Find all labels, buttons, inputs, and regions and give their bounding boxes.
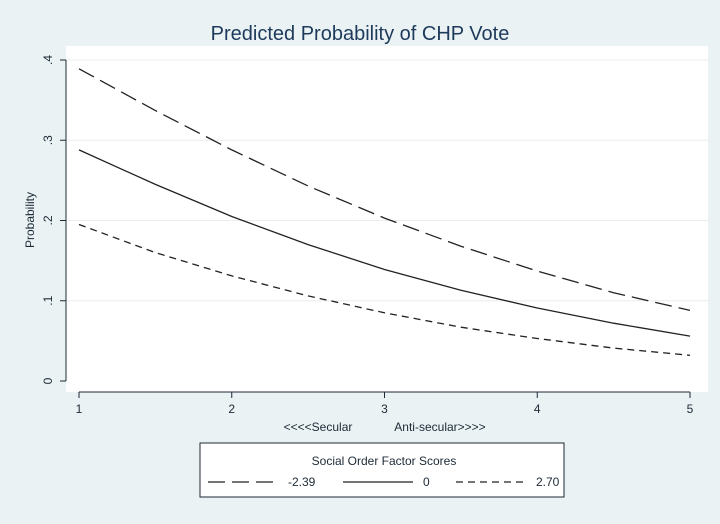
legend-label: 0: [423, 475, 430, 489]
chart-title: Predicted Probability of CHP Vote: [211, 23, 510, 45]
series-lines: [78, 68, 691, 356]
legend-box: [199, 442, 565, 498]
legend-title: Social Order Factor Scores: [312, 454, 457, 468]
series-line: [78, 149, 691, 337]
x-ticks: 1 2 3 4 5: [76, 392, 694, 416]
y-ticks: 0 .1 .2 .3 .4: [41, 55, 66, 384]
series-line: [78, 68, 691, 312]
y-tick-label: .1: [41, 295, 55, 305]
x-axis-label-left: <<<<Secular: [284, 420, 353, 434]
x-tick-label: 1: [76, 402, 83, 416]
y-tick-label: 0: [41, 377, 55, 384]
x-tick-label: 3: [381, 402, 388, 416]
legend-label: -2.39: [288, 475, 316, 489]
y-tick-label: .4: [41, 55, 55, 65]
grid: [66, 59, 708, 302]
legend: Social Order Factor Scores -2.39 0 2.70: [199, 442, 565, 498]
x-tick-label: 2: [228, 402, 235, 416]
y-axis-label: Probability: [23, 192, 37, 248]
series-line: [78, 223, 691, 356]
y-tick-label: .2: [41, 215, 55, 225]
x-axis-label-right: Anti-secular>>>>: [394, 420, 485, 434]
legend-label: 2.70: [536, 475, 560, 489]
legend-entries: -2.39 0 2.70: [208, 475, 560, 489]
x-tick-label: 5: [687, 402, 694, 416]
x-tick-label: 4: [534, 402, 541, 416]
y-tick-label: .3: [41, 135, 55, 145]
